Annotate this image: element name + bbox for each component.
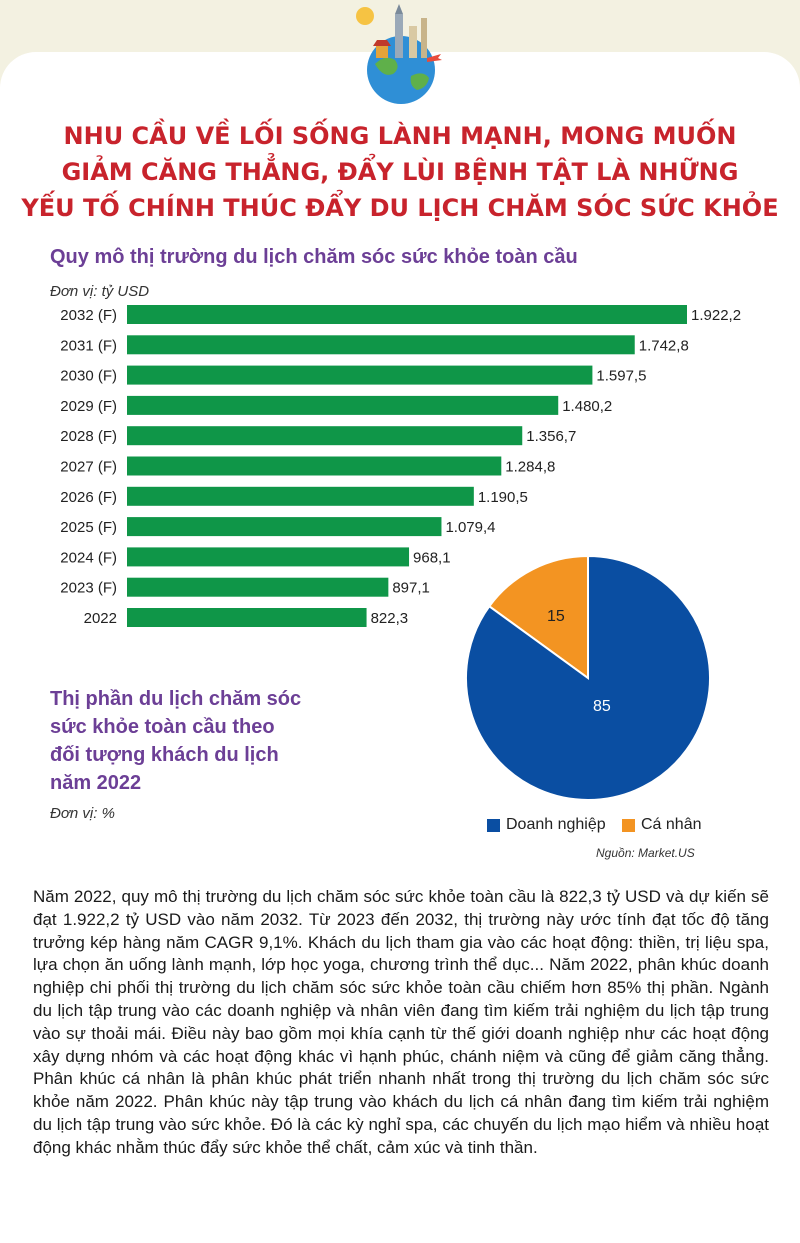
bar-category-label: 2024 (F) xyxy=(60,549,117,566)
bar xyxy=(127,486,474,506)
body-paragraph: Năm 2022, quy mô thị trường du lịch chăm… xyxy=(33,887,769,1157)
bar xyxy=(127,517,442,537)
headline: NHU CẦU VỀ LỐI SỐNG LÀNH MẠNH, MONG MUỐN… xyxy=(20,118,780,226)
source-note: Nguồn: Market.US xyxy=(596,846,695,860)
bar-chart-unit: Đơn vị: tỷ USD xyxy=(50,283,150,300)
bar-value-label: 1.480,2 xyxy=(562,398,612,415)
bar-value-label: 1.742,8 xyxy=(639,337,689,354)
bar xyxy=(127,335,635,355)
pie-slice xyxy=(487,554,589,680)
bar xyxy=(127,577,389,597)
pie-title-line-3: đối tượng khách du lịch xyxy=(50,744,279,766)
bar-category-label: 2029 (F) xyxy=(60,398,117,415)
bar xyxy=(127,305,687,324)
bar xyxy=(127,426,523,446)
bar-value-label: 1.190,5 xyxy=(478,489,528,506)
bar xyxy=(127,395,559,415)
pie-value-label: 15 xyxy=(547,608,565,625)
bar-category-label: 2022 xyxy=(84,610,117,627)
bar xyxy=(127,365,593,385)
legend-item-corporate: Doanh nghiệp xyxy=(487,816,606,834)
legend-swatch-corporate xyxy=(487,818,500,832)
bar-category-label: 2027 (F) xyxy=(60,459,117,476)
bar-category-label: 2023 (F) xyxy=(60,580,117,597)
legend-label-individual: Cá nhân xyxy=(641,816,702,833)
bar-value-label: 1.597,5 xyxy=(596,368,646,385)
pie-title-line-1: Thị phần du lịch chăm sóc xyxy=(50,688,302,710)
bar-category-label: 2026 (F) xyxy=(60,489,117,506)
bar-value-label: 968,1 xyxy=(413,549,451,566)
headline-line-1: NHU CẦU VỀ LỐI SỐNG LÀNH MẠNH, MONG MUỐN xyxy=(63,122,737,150)
bar-chart-title: Quy mô thị trường du lịch chăm sóc sức k… xyxy=(50,246,578,268)
bar-value-label: 1.079,4 xyxy=(445,519,495,536)
pie-chart-unit: Đơn vị: % xyxy=(50,805,115,822)
bar xyxy=(127,608,367,627)
legend-label-corporate: Doanh nghiệp xyxy=(506,816,606,833)
bar-value-label: 1.284,8 xyxy=(505,459,555,476)
headline-line-3: YẾU TỐ CHÍNH THÚC ĐẨY DU LỊCH CHĂM SÓC S… xyxy=(21,194,779,222)
bar-category-label: 2031 (F) xyxy=(60,337,117,354)
bar-value-label: 1.922,2 xyxy=(691,307,741,324)
pie-title-line-2: sức khỏe toàn cầu theo xyxy=(50,716,275,738)
bar-category-label: 2028 (F) xyxy=(60,428,117,445)
bar-value-label: 822,3 xyxy=(371,610,409,627)
legend-item-individual: Cá nhân xyxy=(622,816,702,834)
bar-category-label: 2032 (F) xyxy=(60,307,117,324)
bar-category-label: 2030 (F) xyxy=(60,368,117,385)
bar xyxy=(127,547,410,567)
pie-title-line-4: năm 2022 xyxy=(50,772,142,794)
bar xyxy=(127,456,502,476)
pie-slice xyxy=(465,554,711,801)
bar-chart: 2032 (F) 1.922,2 2031 (F) 1.742,8 2030 (F) 1.… xyxy=(60,305,741,627)
bar-value-label: 897,1 xyxy=(392,580,430,597)
pie-value-label: 85 xyxy=(593,698,611,715)
pie-chart-title: Thị phần du lịch chăm sóc sức khỏe toàn … xyxy=(50,685,350,797)
headline-line-2: GIẢM CĂNG THẲNG, ĐẨY LÙI BỆNH TẬT LÀ NHỮ… xyxy=(61,158,739,186)
bar-value-label: 1.356,7 xyxy=(526,428,576,445)
bar-category-label: 2025 (F) xyxy=(60,519,117,536)
legend-swatch-individual xyxy=(622,818,635,832)
travel-globe-icon xyxy=(356,4,442,104)
